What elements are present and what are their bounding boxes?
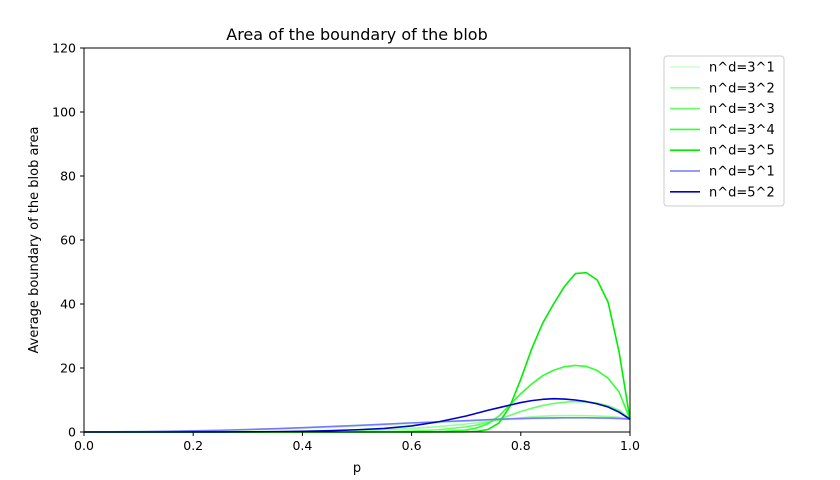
y-tick-label: 0 xyxy=(68,425,76,440)
y-axis-label: Average boundary of the blob area xyxy=(27,127,42,354)
x-tick-label: 0.2 xyxy=(183,438,203,453)
legend-label: n^d=3^2 xyxy=(709,81,775,96)
y-tick-label: 40 xyxy=(60,297,76,312)
legend-label: n^d=3^5 xyxy=(709,144,775,159)
x-tick-label: 0.4 xyxy=(292,438,312,453)
legend: n^d=3^1 n^d=3^2 n^d=3^3 n^d=3^4 n^d=3^5 n^d=5… xyxy=(663,55,785,207)
x-tick-label: 1.0 xyxy=(620,438,640,453)
legend-box xyxy=(663,55,785,207)
y-tick-label: 100 xyxy=(52,105,76,120)
x-tick-label: 0.0 xyxy=(74,438,94,453)
legend-label: n^d=5^1 xyxy=(709,165,775,180)
legend-label: n^d=3^4 xyxy=(709,123,775,138)
y-tick-label: 20 xyxy=(60,361,76,376)
chart-title: Area of the boundary of the blob xyxy=(226,25,487,44)
legend-label: n^d=3^3 xyxy=(709,102,775,117)
legend-label: n^d=3^1 xyxy=(709,61,775,76)
x-tick-label: 0.6 xyxy=(402,438,422,453)
y-axis-ticks: 0 20 40 60 80 100 120 xyxy=(52,41,84,440)
y-tick-label: 60 xyxy=(60,233,76,248)
x-axis-ticks: 0.0 0.2 0.4 0.6 0.8 1.0 xyxy=(74,432,640,453)
legend-label: n^d=5^2 xyxy=(709,185,775,200)
x-tick-label: 0.8 xyxy=(511,438,531,453)
y-tick-label: 120 xyxy=(52,41,76,56)
x-axis-label: p xyxy=(353,461,361,476)
y-tick-label: 80 xyxy=(60,169,76,184)
series-line-6 xyxy=(83,416,631,433)
